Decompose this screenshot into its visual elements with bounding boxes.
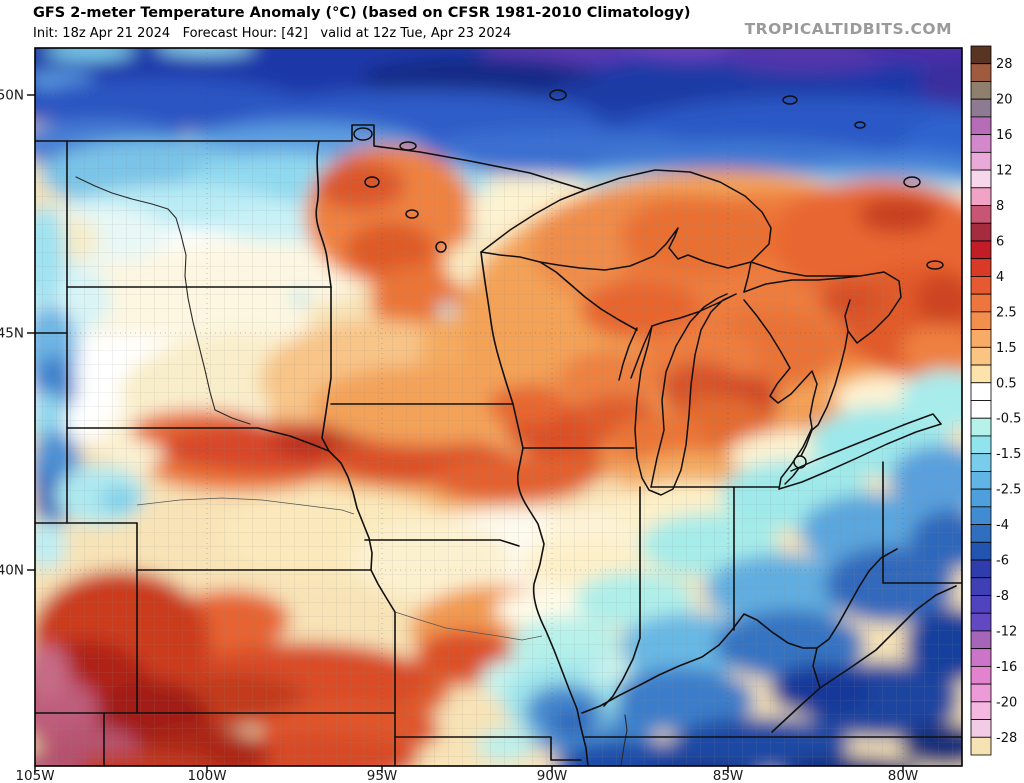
lon-tick-label: 105W [15,768,54,783]
colorbar-segment [970,63,992,82]
colorbar-tick-label: 12 [996,164,1013,179]
colorbar-tick-label: -2.5 [996,483,1021,498]
colorbar-tick-label: -8 [996,589,1009,604]
colorbar-segment [970,329,992,348]
colorbar-tick-label: 16 [996,128,1013,143]
colorbar-tick-label: -12 [996,624,1017,639]
state-borders [35,124,962,766]
colorbar-tick-label: 28 [996,57,1013,72]
field-blob [918,60,962,110]
lake-outlines [353,89,944,496]
colorbar-segment [970,683,992,703]
field-blob [360,56,600,100]
colorbar-tick-label: -28 [996,731,1017,746]
colorbar-segment [970,506,992,525]
colorbar-tick-label: -1.5 [996,447,1021,462]
colorbar-segment [970,435,992,455]
map-subtitle: Init: 18z Apr 21 2024 Forecast Hour: [42… [33,26,511,41]
map-title: GFS 2-meter Temperature Anomaly (°C) (ba… [33,5,690,21]
colorbar-segment [970,222,992,242]
colorbar-segment [970,417,992,437]
colorbar-segment [970,205,992,224]
colorbar-tick-label: 2.5 [996,305,1017,320]
colorbar-segment [970,595,992,614]
lon-tick-label: 95W [367,768,398,783]
lon-tick-label: 80W [888,768,919,783]
lon-tick-label: 100W [187,768,226,783]
colorbar-segment [970,346,992,366]
colorbar-tick-label: -6 [996,554,1009,569]
lat-tick-label: 50N [0,88,24,104]
colorbar-segment [970,630,992,650]
field-blob [860,48,962,64]
colorbar-segment [970,187,992,206]
field-blob [900,325,962,375]
colorbar-segment [970,541,992,561]
colorbar: 28 20 16 12 8 6 4 2.5 1.5 0.5 -0.5 -1.5 -2.5 -4 -6 -8 -1… [970,45,1021,756]
colorbar-segment [970,736,992,756]
map-frame [34,47,963,767]
colorbar-segment [970,134,992,153]
colorbar-tick-label: 20 [996,93,1013,108]
colorbar-segment [970,364,992,384]
colorbar-segment [970,559,992,579]
colorbar-segment [970,258,992,277]
colorbar-segment [970,400,992,419]
colorbar-tick-label: 0.5 [996,376,1017,391]
colorbar-segment [970,45,992,65]
colorbar-segment [970,81,992,100]
colorbar-tick-label: 6 [996,234,1004,249]
lat-tick-label: 40N [0,563,24,579]
field-blob [720,48,900,72]
colorbar-segment [970,524,992,543]
colorbar-segment [970,169,992,189]
colorbar-segment [970,665,992,685]
longitude-axis: 105W 100W 95W 90W 85W 80W [15,766,918,783]
colorbar-segment [970,453,992,472]
watermark: TROPICALTIDBITS.COM [745,20,952,38]
colorbar-segment [970,151,992,171]
colorbar-segment [970,382,992,401]
rivers [75,176,628,766]
colorbar-segment [970,98,992,118]
colorbar-segment [970,701,992,720]
latitude-axis: 50N 45N 40N [0,88,35,579]
colorbar-segment [970,240,992,260]
lon-tick-label: 85W [713,768,744,783]
colorbar-tick-label: -4 [996,518,1009,533]
colorbar-tick-label: -16 [996,660,1017,675]
colorbar-segment [970,116,992,136]
colorbar-segment [970,276,992,295]
colorbar-tick-label: 8 [996,199,1004,214]
lon-tick-label: 90W [537,768,568,783]
field-blob [900,370,962,430]
colorbar-segment [970,577,992,596]
field-blob [858,197,938,233]
field-blob [156,48,254,55]
colorbar-tick-label: -20 [996,695,1017,710]
colorbar-tick-label: 4 [996,270,1004,285]
colorbar-tick-label: 1.5 [996,341,1017,356]
colorbar-segment [970,648,992,667]
colorbar-tick-label: -0.5 [996,412,1021,427]
colorbar-segment [970,612,992,632]
colorbar-segment [970,293,992,313]
colorbar-segment [970,470,992,490]
field-blob [45,48,135,60]
lat-tick-label: 45N [0,326,24,342]
field-blob [35,77,300,133]
map-panel [34,47,963,767]
colorbar-segment [970,488,992,508]
field-blob [916,274,962,326]
colorbar-segment [970,311,992,331]
colorbar-segment [970,719,992,738]
